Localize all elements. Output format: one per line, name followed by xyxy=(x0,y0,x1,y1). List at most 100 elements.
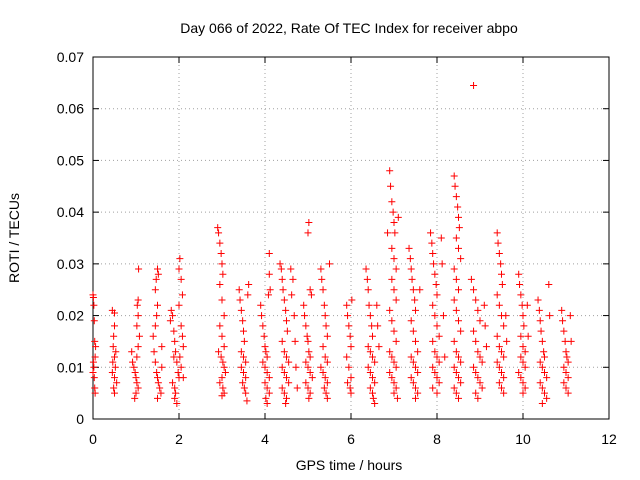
data-point xyxy=(431,312,439,320)
data-point xyxy=(452,368,460,376)
data-point xyxy=(558,306,566,314)
data-point xyxy=(134,312,142,320)
data-point xyxy=(262,394,270,402)
y-tick-label: 0.03 xyxy=(57,256,84,272)
x-axis: 0 2 4 6 8 10 12 xyxy=(89,57,617,447)
data-point xyxy=(153,368,161,376)
data-point xyxy=(237,306,245,314)
data-point xyxy=(560,363,568,371)
data-point xyxy=(111,309,118,317)
data-point xyxy=(245,281,253,289)
data-point xyxy=(302,322,310,330)
data-point xyxy=(450,363,458,371)
data-point xyxy=(91,337,99,345)
data-point xyxy=(493,358,501,366)
x-tick-label: 12 xyxy=(601,431,617,447)
data-point xyxy=(129,358,137,366)
data-point xyxy=(478,384,486,392)
data-point xyxy=(392,337,400,345)
data-point xyxy=(451,182,459,190)
data-point xyxy=(390,327,398,335)
data-point xyxy=(293,384,301,392)
data-point xyxy=(517,353,525,361)
data-point xyxy=(258,312,266,320)
data-point xyxy=(157,389,165,397)
data-point xyxy=(240,337,248,345)
data-point xyxy=(412,384,419,392)
data-point xyxy=(92,343,100,351)
data-point xyxy=(432,281,440,289)
data-point xyxy=(283,327,291,335)
data-points xyxy=(89,81,575,407)
data-point xyxy=(220,363,228,371)
data-point xyxy=(519,389,527,397)
data-point xyxy=(498,384,505,392)
data-point xyxy=(240,368,247,376)
data-point xyxy=(111,374,118,382)
data-point xyxy=(215,229,223,237)
data-point xyxy=(306,389,314,397)
data-point xyxy=(390,358,398,366)
data-point xyxy=(387,182,395,190)
data-point xyxy=(111,389,118,397)
data-point xyxy=(498,281,506,289)
data-point xyxy=(388,353,396,361)
data-point xyxy=(290,312,298,320)
data-point xyxy=(280,296,288,304)
data-point xyxy=(304,337,312,345)
data-point xyxy=(279,286,287,294)
data-point xyxy=(242,358,250,366)
data-point xyxy=(394,213,402,221)
data-point xyxy=(384,229,392,237)
data-point xyxy=(503,337,511,345)
data-point xyxy=(345,322,353,330)
data-point xyxy=(278,275,286,283)
data-point xyxy=(519,379,527,387)
data-point xyxy=(407,374,415,382)
data-point xyxy=(369,394,377,402)
data-point xyxy=(263,399,271,407)
data-point xyxy=(219,384,227,392)
data-point xyxy=(362,265,370,273)
data-point xyxy=(541,353,548,361)
data-point xyxy=(546,312,554,320)
data-point xyxy=(319,343,327,351)
data-point xyxy=(450,337,458,345)
data-point xyxy=(563,353,571,361)
data-point xyxy=(319,368,327,376)
grid xyxy=(93,57,609,419)
data-point xyxy=(482,343,490,351)
data-point xyxy=(517,332,525,340)
data-point xyxy=(500,389,508,397)
data-point xyxy=(517,374,525,382)
data-point xyxy=(266,286,274,294)
data-point xyxy=(441,353,449,361)
data-point xyxy=(216,379,224,387)
data-point xyxy=(564,358,572,366)
data-point xyxy=(364,343,372,351)
data-point xyxy=(406,255,414,263)
data-point xyxy=(562,384,570,392)
data-point xyxy=(407,317,415,325)
data-point xyxy=(414,389,422,397)
data-point xyxy=(261,363,269,371)
data-point xyxy=(244,291,252,299)
data-point xyxy=(154,301,161,309)
data-point xyxy=(393,394,401,402)
data-point xyxy=(111,363,119,371)
data-point xyxy=(280,368,288,376)
data-point xyxy=(365,301,373,309)
data-point xyxy=(480,301,488,309)
data-point xyxy=(154,270,162,278)
data-point xyxy=(371,399,379,407)
data-point xyxy=(454,203,462,211)
data-point xyxy=(169,379,177,387)
data-point xyxy=(411,296,419,304)
data-point xyxy=(89,293,97,301)
data-point xyxy=(538,363,546,371)
data-point xyxy=(536,379,544,387)
data-point xyxy=(470,286,478,294)
data-point xyxy=(369,332,376,340)
data-point xyxy=(412,337,419,345)
data-point xyxy=(452,348,460,356)
